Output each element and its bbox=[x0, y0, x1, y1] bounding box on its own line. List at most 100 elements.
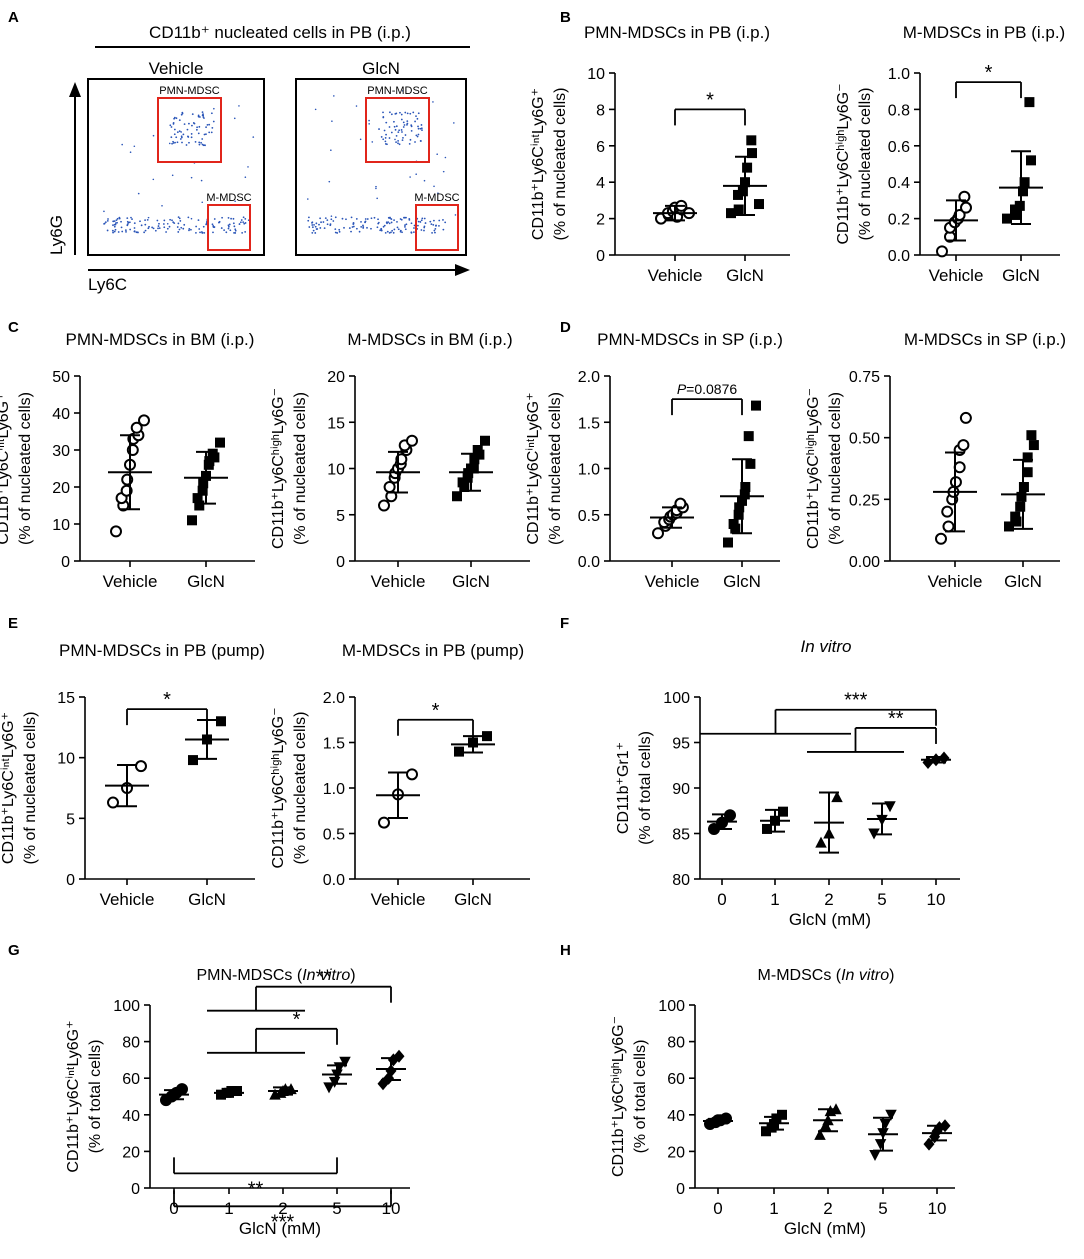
event-dot bbox=[197, 132, 200, 135]
event-dot bbox=[359, 138, 362, 141]
event-dot bbox=[364, 220, 367, 223]
event-dot bbox=[125, 230, 127, 233]
y-axis-label: CD11b⁺Ly6CⁱⁿᵗLy6G⁺ bbox=[530, 88, 547, 240]
event-dot bbox=[190, 217, 193, 220]
event-dot bbox=[373, 216, 376, 219]
y-tick-label: 15 bbox=[327, 415, 345, 432]
event-dot bbox=[404, 224, 406, 227]
event-dot bbox=[198, 116, 201, 118]
sig-label: ** bbox=[888, 708, 904, 730]
x-tick-label: Vehicle bbox=[100, 890, 155, 909]
data-point bbox=[187, 515, 197, 526]
event-dot bbox=[104, 221, 107, 223]
event-dot bbox=[429, 220, 432, 223]
event-dot bbox=[202, 144, 205, 147]
event-dot bbox=[326, 219, 329, 221]
event-dot bbox=[244, 231, 247, 233]
event-dot bbox=[412, 111, 415, 114]
event-dot bbox=[453, 122, 455, 124]
event-dot bbox=[319, 217, 322, 220]
panel-title: In vitro bbox=[800, 637, 851, 656]
y-axis-sublabel: (% of nucleated cells) bbox=[857, 88, 874, 241]
event-dot bbox=[146, 219, 149, 221]
event-dot bbox=[424, 222, 427, 224]
event-dot bbox=[203, 117, 205, 119]
y-tick-label: 8 bbox=[596, 102, 605, 119]
event-dot bbox=[420, 219, 423, 222]
event-dot bbox=[233, 117, 236, 120]
y-tick-label: 10 bbox=[57, 751, 75, 768]
data-point bbox=[723, 537, 733, 548]
x-tick-label: 5 bbox=[877, 890, 886, 909]
event-dot bbox=[362, 224, 364, 227]
gate-PMN-MDSC bbox=[157, 97, 222, 163]
event-dot bbox=[243, 222, 246, 225]
sig-label: *** bbox=[271, 1211, 295, 1233]
event-dot bbox=[121, 143, 123, 146]
event-dot bbox=[385, 121, 388, 124]
y-tick-label: 0 bbox=[61, 554, 70, 571]
event-dot bbox=[423, 229, 425, 232]
event-dot bbox=[152, 227, 155, 230]
y-axis-sublabel: (% of nucleated cells) bbox=[547, 392, 564, 545]
event-dot bbox=[133, 227, 136, 229]
gate-label: PMN-MDSC bbox=[367, 85, 428, 97]
event-dot bbox=[126, 223, 129, 226]
panel-title: CD11b⁺ nucleated cells in PB (i.p.) bbox=[149, 23, 411, 42]
event-dot bbox=[419, 140, 422, 142]
data-point bbox=[216, 716, 226, 727]
event-dot bbox=[191, 113, 194, 116]
y-axis-sublabel: (% of nucleated cells) bbox=[552, 88, 569, 241]
data-point bbox=[739, 489, 750, 500]
panel-title: PMN-MDSCs in PB (pump) bbox=[59, 641, 265, 660]
event-dot bbox=[432, 223, 435, 226]
event-dot bbox=[106, 229, 109, 232]
panel-D2: M-MDSCs in SP (i.p.) 0.00 0.25 0.50 0.75 Vehi… bbox=[805, 330, 1066, 591]
event-dot bbox=[370, 217, 373, 220]
event-dot bbox=[401, 90, 404, 92]
event-dot bbox=[388, 126, 391, 128]
event-dot bbox=[137, 192, 140, 195]
event-dot bbox=[380, 229, 383, 232]
sig-label: * bbox=[163, 689, 171, 711]
x-tick-label: 2 bbox=[824, 890, 833, 909]
event-dot bbox=[379, 229, 382, 232]
panel-title: M-MDSCs in PB (pump) bbox=[342, 641, 524, 660]
data-point bbox=[831, 791, 843, 803]
event-dot bbox=[387, 221, 390, 224]
event-dot bbox=[333, 95, 335, 97]
event-dot bbox=[348, 227, 351, 229]
event-dot bbox=[431, 231, 433, 234]
y-axis-sublabel: (% of nucleated cells) bbox=[292, 392, 309, 545]
event-dot bbox=[318, 223, 320, 226]
event-dot bbox=[113, 225, 116, 228]
data-point bbox=[482, 731, 492, 742]
data-point bbox=[746, 135, 757, 146]
event-dot bbox=[171, 174, 174, 177]
y-axis-label: CD11b⁺Ly6CⁱⁿᵗLy6G⁺ bbox=[525, 392, 542, 544]
data-point bbox=[745, 458, 756, 469]
event-dot bbox=[416, 117, 419, 120]
event-dot bbox=[176, 226, 179, 228]
event-dot bbox=[111, 229, 114, 232]
event-dot bbox=[200, 179, 203, 182]
event-dot bbox=[433, 229, 436, 232]
y-tick-label: 80 bbox=[667, 1035, 685, 1052]
event-dot bbox=[195, 225, 198, 228]
y-tick-label: 0 bbox=[336, 554, 345, 571]
event-dot bbox=[402, 126, 405, 128]
panel-title: M-MDSCs in BM (i.p.) bbox=[347, 330, 512, 349]
event-dot bbox=[314, 108, 317, 111]
y-axis-label: CD11b⁺Ly6CⁱⁿᵗLy6G⁺ bbox=[65, 1020, 82, 1172]
y-tick-label: 0.50 bbox=[849, 431, 880, 448]
event-dot bbox=[314, 225, 317, 228]
x-tick-label: GlcN bbox=[187, 572, 225, 591]
data-point bbox=[869, 1150, 881, 1162]
event-dot bbox=[201, 111, 204, 113]
event-dot bbox=[366, 226, 368, 229]
data-point bbox=[751, 400, 761, 411]
event-dot bbox=[430, 223, 433, 226]
data-point bbox=[110, 525, 122, 538]
event-dot bbox=[129, 151, 132, 154]
sig-label: P=0.0876 bbox=[677, 381, 738, 397]
